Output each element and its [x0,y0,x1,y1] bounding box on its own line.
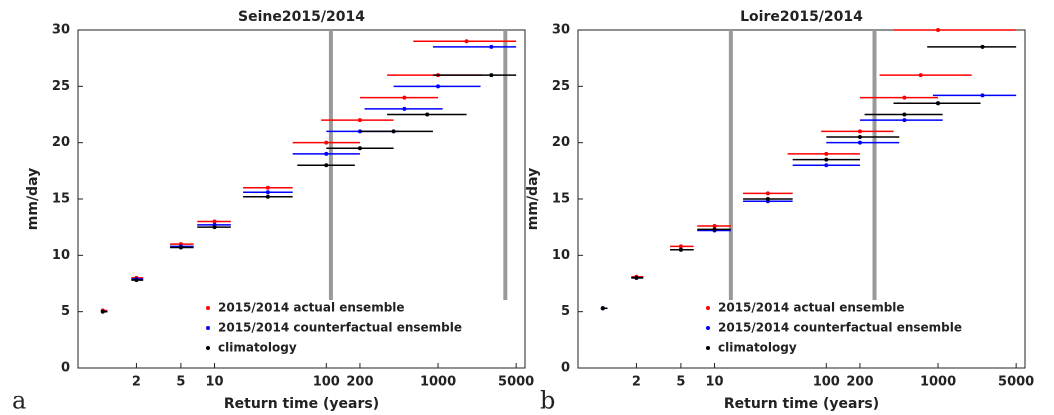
point [824,163,829,168]
point [178,245,183,250]
x-tick-label: 100 [813,375,840,390]
point [712,224,717,229]
point [678,244,683,249]
point [265,185,270,190]
y-tick-label: 15 [552,192,570,207]
y-tick-label: 10 [52,248,70,263]
y-tick-label: 30 [52,23,70,38]
legend-marker [206,346,210,350]
x-tick-label: 5000 [998,375,1034,390]
point [436,84,441,89]
point [936,101,941,106]
y-tick-label: 25 [552,79,570,94]
y-tick-label: 30 [552,23,570,38]
point [902,112,907,117]
point [489,73,494,78]
x-tick-label: 5 [676,375,685,390]
point [357,118,362,123]
legend-label: 2015/2014 actual ensemble [718,301,905,315]
point [936,28,941,32]
point [324,151,329,156]
point [902,118,907,123]
legend-label: climatology [218,341,297,355]
x-axis-label: Return time (years) [724,396,879,412]
x-tick-label: 2 [632,375,641,390]
point [100,309,105,314]
legend-marker [706,326,710,330]
x-tick-label: 1000 [420,375,456,390]
point [212,225,217,230]
y-tick-label: 5 [561,304,570,319]
point [464,39,469,44]
y-tick-label: 15 [52,192,70,207]
chart-title: Seine2015/2014 [238,9,365,25]
y-tick-label: 10 [552,248,570,263]
legend-label: 2015/2014 counterfactual ensemble [218,321,462,335]
point [712,227,717,232]
point [402,106,407,111]
legend-label: climatology [718,341,797,355]
point [857,140,862,145]
panel-label: a [12,387,26,415]
point [678,247,683,252]
point [489,44,494,49]
point [212,219,217,224]
point [134,278,139,283]
legend-marker [706,306,710,310]
point [918,73,923,78]
legend-label: 2015/2014 actual ensemble [218,301,405,315]
point [765,191,770,196]
x-tick-label: 1000 [920,375,956,390]
x-tick-label: 2 [132,375,141,390]
point [857,129,862,134]
point [391,129,396,134]
legend-marker [706,346,710,350]
point [324,163,329,168]
x-tick-label: 10 [705,375,723,390]
point [402,95,407,100]
x-tick-label: 200 [346,375,373,390]
point [824,151,829,156]
y-tick-label: 0 [561,361,570,376]
point [857,135,862,140]
x-axis-label: Return time (years) [224,396,379,412]
point [425,112,430,117]
x-tick-label: 100 [313,375,340,390]
point [824,157,829,162]
chart-title: Loire2015/2014 [740,9,863,25]
legend-marker [206,326,210,330]
legend-marker [206,306,210,310]
point [265,194,270,199]
x-tick-label: 5000 [498,375,534,390]
plot-area [77,29,526,369]
y-tick-label: 20 [52,135,70,150]
y-axis-label: mm/day [525,168,541,230]
point [980,93,985,98]
x-tick-label: 10 [205,375,223,390]
x-tick-label: 5 [176,375,185,390]
plot-area [577,29,1026,369]
point [980,44,985,49]
point [765,197,770,201]
y-tick-label: 25 [52,79,70,94]
panel-label: b [540,387,555,415]
legend-label: 2015/2014 counterfactual ensemble [718,321,962,335]
x-tick-label: 200 [846,375,873,390]
point [324,140,329,145]
y-tick-label: 0 [61,361,70,376]
y-tick-label: 5 [61,304,70,319]
point [357,146,362,151]
point [902,95,907,100]
y-axis-label: mm/day [25,168,41,230]
point [265,190,270,195]
point [634,275,639,280]
y-tick-label: 20 [552,135,570,150]
point [600,306,605,311]
